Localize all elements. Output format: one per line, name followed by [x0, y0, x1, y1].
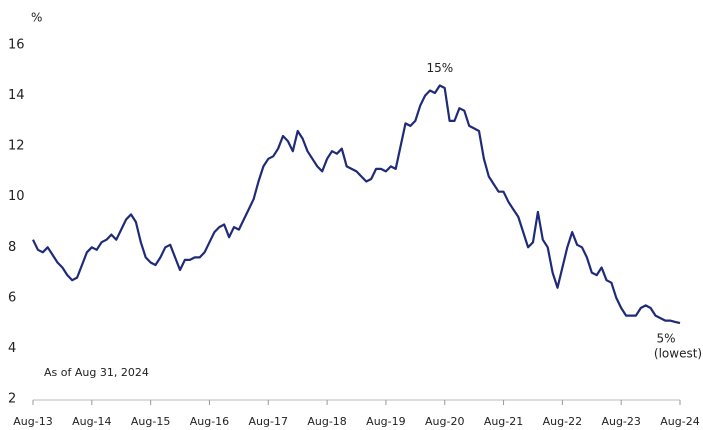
- x-tick-label: Aug-18: [307, 415, 346, 428]
- x-tick-label: Aug-14: [72, 415, 111, 428]
- y-tick-label: 8: [8, 240, 16, 255]
- annotation: 15%: [426, 61, 453, 75]
- annotation: (lowest): [654, 347, 702, 361]
- x-tick-label: Aug-17: [249, 415, 288, 428]
- x-tick-label: Aug-20: [425, 415, 464, 428]
- y-tick-label: 10: [8, 189, 25, 204]
- y-tick-label: 14: [8, 88, 25, 103]
- y-tick-label: 2: [8, 392, 16, 407]
- x-tick-label: Aug-23: [601, 415, 640, 428]
- x-tick-label: Aug-13: [13, 415, 52, 428]
- y-axis-unit: %: [31, 11, 42, 25]
- x-tick-label: Aug-21: [484, 415, 523, 428]
- x-tick-label: Aug-24: [660, 415, 699, 428]
- y-tick-label: 16: [8, 38, 25, 53]
- footnote: As of Aug 31, 2024: [44, 366, 149, 379]
- x-tick-label: Aug-16: [190, 415, 229, 428]
- y-tick-label: 6: [8, 290, 16, 305]
- y-tick-label: 4: [8, 341, 16, 356]
- y-tick-label: 12: [8, 139, 25, 154]
- x-tick-label: Aug-19: [366, 415, 405, 428]
- annotation: 5%: [656, 332, 675, 346]
- x-tick-label: Aug-22: [543, 415, 582, 428]
- data-line: [32, 84, 681, 325]
- x-tick-label: Aug-15: [131, 415, 170, 428]
